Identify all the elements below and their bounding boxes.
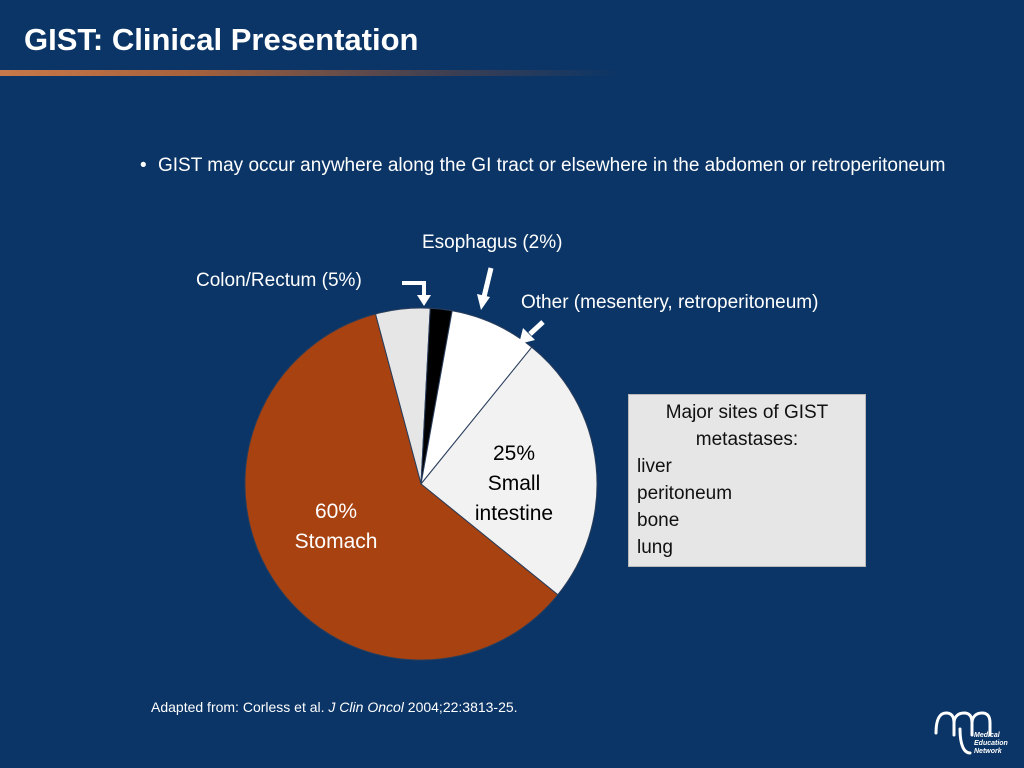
metastasis-site: bone [637, 510, 680, 531]
label-small-intestine-line1: Small [488, 472, 541, 495]
metastases-title-line2: metastases: [695, 429, 799, 450]
pie-slice-other [420, 310, 533, 485]
bullet-text: GIST may occur anywhere along the GI tra… [158, 155, 946, 176]
label-small-intestine-line2: intestine [475, 502, 553, 525]
arrow-esophagus [477, 267, 494, 310]
metastases-title-line1: Major sites of GIST [665, 402, 829, 423]
bullet-point: • GIST may occur anywhere along the GI tr… [140, 152, 948, 179]
arrow-other [519, 320, 545, 344]
metastasis-site: lung [637, 537, 673, 558]
label-small-intestine-pct: 25% [493, 442, 535, 465]
label-stomach-pct: 60% [315, 500, 357, 523]
arrow-colon-rectum [402, 281, 431, 306]
citation-prefix: Adapted from: Corless et al. [151, 699, 329, 715]
label-esophagus: Esophagus (2%) [422, 232, 562, 253]
logo-word: Network [974, 748, 1003, 755]
citation: Adapted from: Corless et al. J Clin Onco… [151, 699, 518, 715]
metastases-box: Major sites of GIST metastases: liver pe… [628, 394, 866, 567]
pie-slice-small-intestine [420, 346, 598, 596]
pie-slice-stomach [244, 313, 559, 661]
citation-suffix: 2004;22:3813-25. [403, 699, 518, 715]
slide-title: GIST: Clinical Presentation [24, 22, 419, 57]
label-stomach: Stomach [295, 530, 378, 553]
logo-word: Education [974, 740, 1008, 747]
metastasis-site: peritoneum [637, 483, 733, 504]
label-other: Other (mesentery, retroperitoneum) [521, 292, 818, 313]
citation-journal: J Clin Oncol [328, 699, 404, 715]
label-colon-rectum: Colon/Rectum (5%) [196, 270, 362, 291]
metastasis-site: liver [637, 456, 672, 477]
title-underline [0, 70, 620, 76]
pie-slices [244, 307, 598, 661]
logo-word: Medical [974, 732, 1001, 739]
medical-education-network-logo: Medical Education Network [934, 711, 1008, 755]
bullet-marker: • [140, 155, 147, 176]
